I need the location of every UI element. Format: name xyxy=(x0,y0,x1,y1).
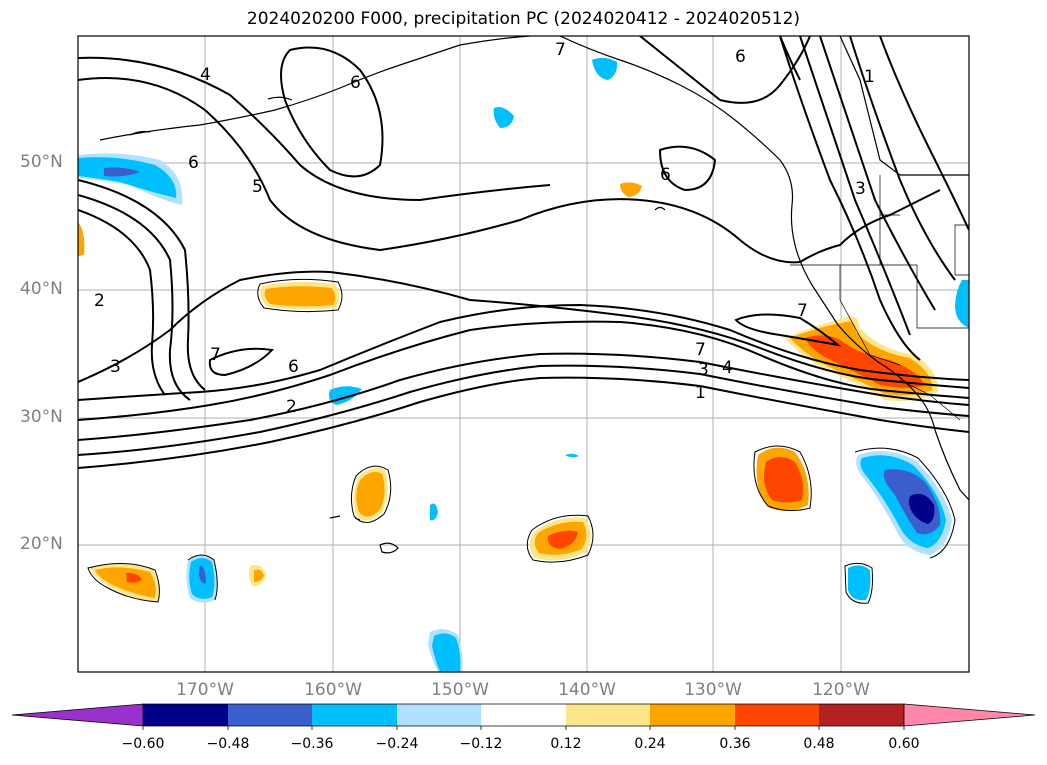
contour-label: 4 xyxy=(200,65,211,85)
contour-label: 6 xyxy=(350,73,361,93)
lon-label: 150°W xyxy=(431,680,489,700)
contour-label: 5 xyxy=(252,177,263,197)
colorbar-tick-label: −0.24 xyxy=(375,736,419,752)
precip-shading xyxy=(78,57,969,672)
colorbar-tick-label: −0.12 xyxy=(459,736,503,752)
lon-label: 130°W xyxy=(684,680,742,700)
lat-label: 40°N xyxy=(20,279,63,299)
lat-label: 30°N xyxy=(20,407,63,427)
contour-label: 7 xyxy=(797,301,808,321)
colorbar-tick-label: 0.48 xyxy=(803,736,835,752)
contour-label: 7 xyxy=(555,40,566,60)
contour-label: 1 xyxy=(695,383,706,403)
coastlines xyxy=(99,36,969,554)
colorbar-tick-label: −0.36 xyxy=(290,736,334,752)
contour-label-layer: 7 6 4 6 5 2 3 7 6 2 6 7 6 1 3 7 5 3 4 1 xyxy=(94,40,875,417)
contour-label: 1 xyxy=(864,67,875,87)
colorbar xyxy=(11,703,1036,730)
lat-label: 50°N xyxy=(20,152,63,172)
contour-label: 7 xyxy=(210,345,221,365)
contour-label: 6 xyxy=(288,357,299,377)
colorbar-tick-label: −0.60 xyxy=(121,736,165,752)
lon-label: 160°W xyxy=(304,680,362,700)
contour-label: 2 xyxy=(94,291,105,311)
contour-label: 3 xyxy=(855,179,866,199)
lon-label: 140°W xyxy=(558,680,616,700)
contour-label: 2 xyxy=(286,397,297,417)
contour-label: 4 xyxy=(722,358,733,378)
colorbar-tick-label: 0.24 xyxy=(634,736,666,752)
map-title: 2024020200 F000, precipitation PC (20240… xyxy=(246,9,801,29)
colorbar-tick-label: −0.48 xyxy=(206,736,250,752)
contour-label: 6 xyxy=(660,165,671,185)
contour-label: 6 xyxy=(188,153,199,173)
lat-label: 20°N xyxy=(20,534,63,554)
plot-frame xyxy=(77,35,970,673)
lon-label: 120°W xyxy=(812,680,870,700)
contour-label: 7 xyxy=(695,340,706,360)
contour-label: 3 xyxy=(698,360,709,380)
contour-label: 3 xyxy=(110,357,121,377)
contour-lines xyxy=(78,36,969,469)
lon-label: 170°W xyxy=(176,680,234,700)
colorbar-tick-label: 0.36 xyxy=(719,736,751,752)
colorbar-tick-label: 0.60 xyxy=(888,736,920,752)
contour-label: 6 xyxy=(735,47,746,67)
colorbar-tick-label: 0.12 xyxy=(550,736,582,752)
